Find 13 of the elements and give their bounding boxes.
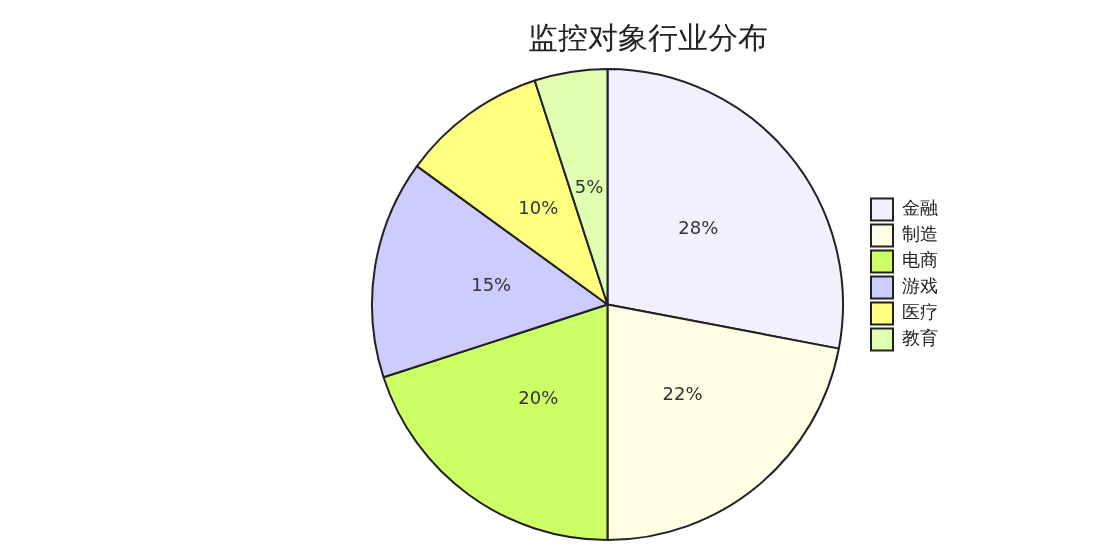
legend-label: 游戏 <box>902 275 938 297</box>
legend-label: 医疗 <box>902 301 938 323</box>
legend-label: 制造 <box>902 223 938 245</box>
data-label: 28% <box>678 217 719 239</box>
data-label: 10% <box>518 196 559 218</box>
legend-label: 教育 <box>902 327 938 349</box>
data-label: 22% <box>662 382 703 404</box>
legend-label: 电商 <box>902 249 938 271</box>
legend-label: 金融 <box>902 197 938 219</box>
data-label: 5% <box>574 175 604 197</box>
data-label: 15% <box>471 273 512 295</box>
chart-title: 监控对象行业分布 <box>528 19 768 55</box>
data-label: 20% <box>518 387 559 409</box>
